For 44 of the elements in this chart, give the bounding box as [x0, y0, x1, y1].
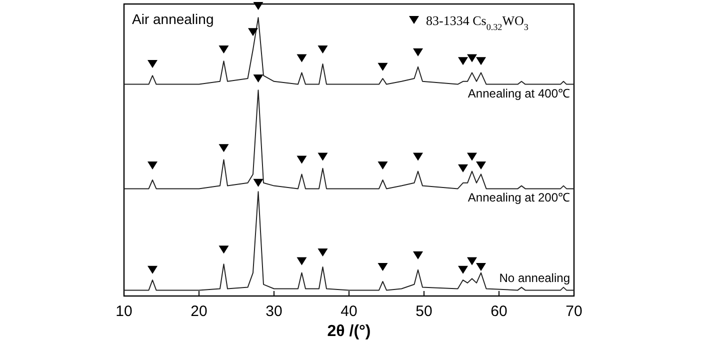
x-tick-label: 20: [190, 303, 208, 320]
point: [253, 2, 264, 10]
point: [148, 162, 158, 170]
point: [148, 266, 158, 274]
point: [378, 162, 388, 170]
point: [218, 46, 229, 54]
x-tick-label: 50: [416, 303, 432, 320]
point: [476, 57, 486, 66]
x-tick-label: 60: [490, 303, 508, 320]
point: [458, 57, 468, 66]
point: [413, 48, 423, 56]
point: [413, 152, 423, 161]
point: [296, 257, 307, 266]
point: [248, 28, 258, 36]
point: [296, 54, 307, 62]
point: [218, 246, 229, 254]
point: [476, 263, 486, 271]
point: [476, 162, 486, 170]
legend-label: 83-1334 Cs$_{0.32}$WO$_{3}$: [426, 13, 529, 32]
series-label: Annealing at 200℃: [468, 190, 570, 205]
point: [467, 152, 477, 161]
series-label: No annealing: [499, 271, 570, 286]
x-tick-label: 30: [266, 303, 282, 320]
point: [318, 248, 328, 256]
point: [378, 62, 388, 71]
series-label: Annealing at 400℃: [468, 86, 570, 100]
x-axis-title: 2θ /(°): [327, 323, 371, 340]
point: [413, 251, 423, 260]
point: [318, 46, 328, 54]
x-tick-label: 70: [566, 303, 582, 320]
point: [467, 257, 477, 266]
point: [218, 144, 229, 152]
annotation: Air annealing: [132, 11, 214, 27]
point: [253, 178, 264, 187]
point: [458, 164, 468, 172]
x-tick-label: 10: [116, 303, 132, 320]
point: [378, 263, 388, 271]
point: [253, 74, 264, 82]
point: [296, 156, 307, 164]
point: [458, 266, 468, 274]
x-tick-label: 40: [340, 303, 358, 320]
point: [148, 60, 158, 68]
point: [467, 54, 477, 62]
point: [318, 152, 328, 161]
